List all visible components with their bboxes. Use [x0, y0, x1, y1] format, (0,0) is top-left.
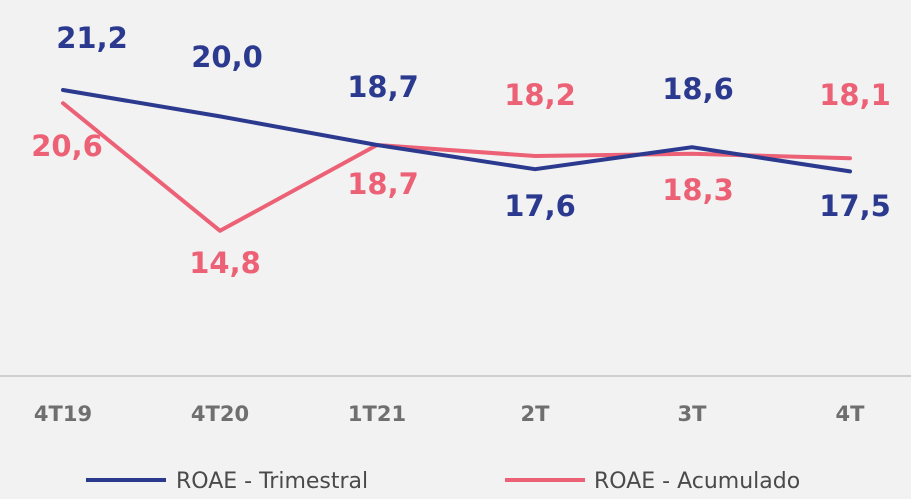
- data-label-acumulado-4t19: 20,6: [31, 129, 103, 163]
- data-label-trimestral-3t: 18,6: [662, 72, 734, 106]
- data-label-trimestral-4t: 17,5: [819, 189, 891, 223]
- x-tick-label-3t: 3T: [678, 402, 708, 426]
- data-label-trimestral-2t: 17,6: [504, 189, 576, 223]
- data-label-acumulado-4t20: 14,8: [189, 246, 261, 280]
- series-line-acumulado: [61, 101, 852, 233]
- legend-label-acumulado: ROAE - Acumulado: [594, 469, 800, 494]
- data-label-acumulado-2t: 18,2: [504, 78, 576, 112]
- legend: ROAE - Trimestral ROAE - Acumulado: [86, 469, 800, 494]
- data-label-acumulado-1t21: 18,7: [347, 167, 419, 201]
- x-tick-label-4t19: 4T19: [34, 402, 92, 426]
- x-tick-label-2t: 2T: [521, 402, 551, 426]
- x-axis-ticks: 4T19 4T20 1T21 2T 3T 4T: [34, 402, 865, 426]
- x-tick-label-4t: 4T: [836, 402, 866, 426]
- series-line-trimestral: [61, 88, 852, 174]
- x-tick-label-1t21: 1T21: [348, 402, 406, 426]
- x-tick-label-4t20: 4T20: [191, 402, 249, 426]
- data-label-trimestral-1t21: 18,7: [347, 70, 419, 104]
- value-labels: 21,2 20,0 18,7 17,6 18,6 17,5 20,6 14,8 18,7 18,2…: [31, 21, 891, 280]
- data-label-acumulado-4t: 18,1: [819, 78, 891, 112]
- series-lines: [61, 88, 852, 233]
- legend-label-trimestral: ROAE - Trimestral: [176, 469, 368, 494]
- data-label-acumulado-3t: 18,3: [662, 173, 734, 207]
- data-label-trimestral-4t20: 20,0: [191, 40, 263, 74]
- data-label-trimestral-4t19: 21,2: [56, 21, 128, 55]
